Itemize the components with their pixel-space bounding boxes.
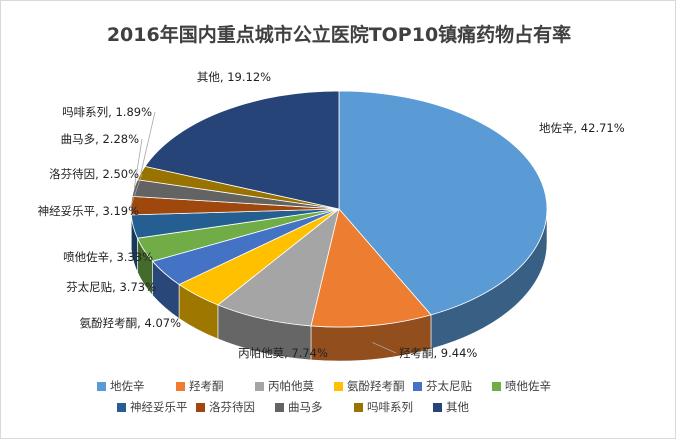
data-label-4: 芬太尼贴, 3.73% xyxy=(66,280,156,294)
chart-title: 2016年国内重点城市公立医院TOP10镇痛药物占有率 xyxy=(107,23,571,46)
legend-swatch-7 xyxy=(196,403,205,412)
legend-swatch-2 xyxy=(255,382,264,391)
data-label-0: 地佐辛, 42.71% xyxy=(539,121,625,135)
legend-label-5: 喷他佐辛 xyxy=(505,379,551,393)
data-label-5: 喷他佐辛, 3.33% xyxy=(63,250,153,264)
legend-swatch-1 xyxy=(176,382,185,391)
legend-swatch-8 xyxy=(275,403,284,412)
pie-tops xyxy=(131,91,547,327)
legend-label-2: 丙帕他莫 xyxy=(268,379,314,393)
data-label-3: 氨酚羟考酮, 4.07% xyxy=(80,316,181,330)
legend-swatch-0 xyxy=(97,382,106,391)
legend-label-0: 地佐辛 xyxy=(110,379,145,393)
data-label-2: 丙帕他莫, 7.74% xyxy=(238,346,328,360)
legend-swatch-5 xyxy=(492,382,501,391)
legend-swatch-4 xyxy=(413,382,422,391)
data-label-1: 羟考酮, 9.44% xyxy=(399,346,477,360)
data-label-6: 神经妥乐平, 3.19% xyxy=(38,204,139,218)
legend-label-3: 氨酚羟考酮 xyxy=(347,379,405,393)
data-label-10: 其他, 19.12% xyxy=(197,70,271,84)
data-label-8: 曲马多, 2.28% xyxy=(61,132,139,146)
legend-swatch-6 xyxy=(117,403,126,412)
data-label-7: 洛芬待因, 2.50% xyxy=(49,167,139,181)
legend-label-8: 曲马多 xyxy=(288,400,323,414)
legend-label-6: 神经妥乐平 xyxy=(130,400,188,414)
legend-label-9: 吗啡系列 xyxy=(367,400,413,414)
legend-label-1: 羟考酮 xyxy=(189,379,224,393)
legend-label-7: 洛芬待因 xyxy=(209,400,255,414)
legend-swatch-9 xyxy=(354,403,363,412)
legend-label-10: 其他 xyxy=(446,400,469,414)
legend-swatch-10 xyxy=(433,403,442,412)
legend-swatch-3 xyxy=(334,382,343,391)
legend-label-4: 芬太尼贴 xyxy=(426,379,472,393)
data-label-9: 吗啡系列, 1.89% xyxy=(62,105,152,119)
